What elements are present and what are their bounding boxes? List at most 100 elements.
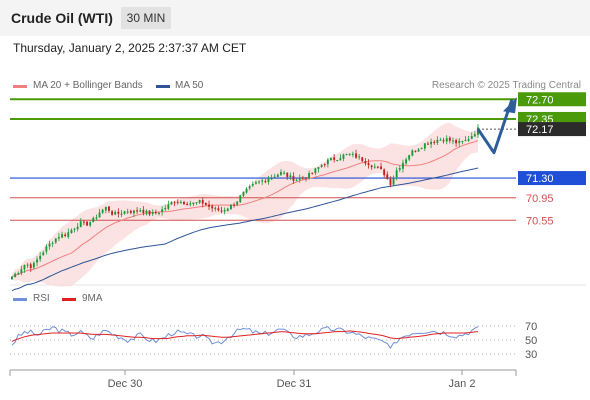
candle: [433, 140, 436, 145]
candle: [164, 204, 167, 212]
candle: [239, 194, 242, 203]
candle: [395, 167, 398, 181]
candle: [383, 168, 386, 179]
candle: [427, 141, 429, 145]
candle: [370, 164, 373, 170]
candle: [158, 212, 160, 216]
chart-title: Crude Oil (WTI): [11, 10, 113, 26]
candle: [211, 204, 214, 212]
candle: [364, 158, 367, 166]
candle: [195, 202, 198, 206]
candle: [120, 209, 123, 217]
candle: [142, 206, 145, 216]
candle: [129, 209, 132, 215]
candle: [36, 256, 38, 267]
candle: [414, 150, 417, 153]
credit-text: Research © 2025 Trading Central: [431, 80, 581, 91]
candle: [408, 154, 411, 162]
candle: [445, 135, 448, 145]
candle: [186, 201, 189, 206]
candle: [317, 167, 320, 173]
level-label-0: 72.70: [526, 94, 554, 106]
candle: [57, 233, 60, 242]
candle: [276, 173, 279, 177]
candle: [289, 172, 292, 181]
candle: [389, 176, 392, 188]
candle: [161, 206, 164, 216]
candle: [361, 156, 364, 163]
candle: [273, 173, 276, 178]
candle: [111, 209, 113, 216]
candle: [452, 137, 454, 145]
candle: [17, 271, 20, 275]
legend-label-rsi-ma: 9MA: [82, 293, 103, 304]
level-label-box-3: [518, 171, 586, 186]
candle: [345, 153, 348, 156]
candle: [442, 137, 445, 144]
candle: [86, 221, 88, 227]
x-tick-label-2: Jan 2: [449, 378, 476, 390]
candle: [458, 138, 461, 147]
candle: [61, 231, 63, 239]
candle: [76, 223, 79, 232]
candle: [173, 200, 176, 207]
candle: [126, 208, 129, 215]
candle: [11, 276, 13, 280]
rsi-level-label-70: 70: [525, 321, 537, 333]
candle: [101, 208, 104, 215]
candle: [270, 174, 273, 180]
candle: [79, 218, 82, 228]
candle: [117, 208, 120, 218]
candle: [42, 250, 45, 256]
candle: [255, 180, 257, 185]
candle: [333, 154, 336, 163]
legend-swatch-ma20: [13, 85, 27, 88]
legend-swatch-ma50: [156, 85, 170, 88]
candle: [330, 157, 332, 161]
candle: [326, 158, 329, 168]
candle: [367, 159, 370, 169]
candle: [430, 138, 432, 149]
candle: [214, 206, 217, 212]
candle: [136, 207, 138, 215]
candle: [355, 149, 357, 159]
candle: [336, 159, 339, 162]
candle: [48, 240, 51, 250]
datetime-label: Thursday, January 2, 2025 2:37:37 AM CET: [13, 41, 247, 55]
candle: [64, 232, 67, 238]
candle: [183, 200, 185, 206]
candle: [351, 151, 354, 158]
candle: [467, 135, 470, 142]
candle: [314, 168, 317, 176]
legend-label-ma50: MA 50: [175, 80, 204, 91]
candle: [242, 191, 245, 197]
candle: [420, 147, 423, 150]
candle: [376, 165, 379, 169]
candle: [29, 262, 32, 272]
candle: [95, 214, 98, 221]
candle: [439, 137, 442, 141]
candle: [192, 202, 195, 207]
candle: [392, 175, 395, 186]
candle: [198, 199, 201, 205]
candle: [70, 228, 73, 234]
rsi-level-label-50: 50: [525, 335, 537, 347]
candle: [251, 181, 254, 188]
candle: [179, 200, 182, 204]
candle: [104, 206, 107, 214]
candle: [405, 157, 407, 166]
candle: [67, 228, 70, 239]
level-label-box-0: [518, 92, 586, 107]
rsi-level-label-30: 30: [525, 349, 537, 361]
candle: [311, 172, 314, 175]
timeframe-button[interactable]: 30 MIN: [121, 7, 171, 29]
candle: [473, 130, 476, 137]
candle: [286, 172, 289, 180]
candle: [139, 207, 142, 213]
ma20-line: [11, 140, 479, 278]
candle: [308, 170, 310, 180]
candle: [320, 164, 323, 168]
candle: [154, 209, 157, 215]
candle: [20, 265, 23, 276]
candle: [23, 264, 26, 273]
